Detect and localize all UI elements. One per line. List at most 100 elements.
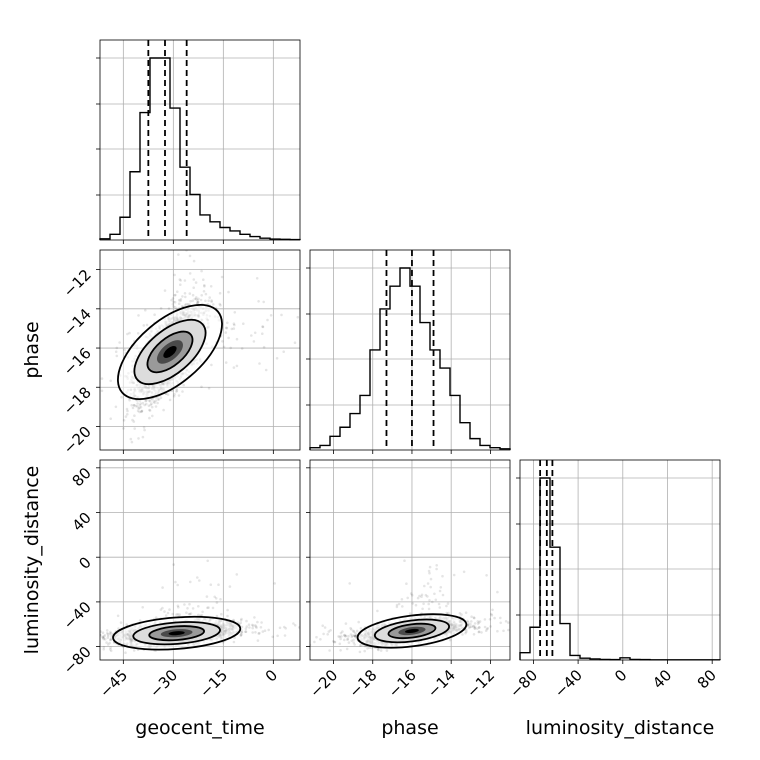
scatter-point — [215, 601, 219, 604]
scatter-point — [129, 437, 133, 441]
scatter-point — [211, 190, 214, 193]
scatter-point — [240, 625, 244, 629]
scatter-point — [84, 635, 87, 638]
scatter-point — [489, 612, 493, 616]
scatter-point — [496, 590, 499, 594]
scatter-point — [187, 243, 190, 246]
scatter-point — [260, 621, 263, 624]
scatter-point — [283, 625, 286, 629]
scatter-point — [207, 134, 210, 137]
scatter-point — [127, 649, 130, 652]
scatter-point — [141, 435, 145, 439]
scatter-point — [240, 347, 244, 350]
scatter-point — [122, 419, 126, 422]
scatter-point — [174, 293, 177, 297]
histogram-phase — [309, 267, 511, 450]
scatter-point — [153, 313, 156, 317]
scatter-point — [151, 398, 154, 401]
scatter-point — [280, 313, 283, 317]
scatter-point — [116, 614, 120, 618]
scatter-point — [93, 625, 96, 628]
scatter-point — [109, 646, 112, 649]
scatter-point — [171, 302, 175, 306]
scatter-point — [485, 627, 489, 631]
scatter-point — [102, 637, 105, 641]
scatter-point — [139, 402, 142, 405]
scatter-point — [48, 631, 51, 634]
scatter-point — [102, 645, 106, 649]
scatter-point — [206, 606, 209, 610]
scatter-point — [232, 618, 235, 622]
scatter-point — [119, 621, 123, 624]
scatter-point — [45, 633, 48, 636]
panel-phase_luminosity_distance-content — [127, 559, 585, 654]
scatter-point — [189, 612, 193, 615]
scatter-point — [183, 603, 186, 606]
scatter-point — [203, 285, 206, 288]
scatter-point — [142, 324, 146, 327]
scatter-point — [148, 416, 151, 420]
scatter-point — [187, 612, 191, 616]
scatter-point — [252, 340, 256, 343]
scatter-point — [106, 643, 110, 646]
scatter-point — [177, 606, 180, 609]
scatter-point — [208, 296, 211, 299]
scatter-point — [240, 633, 243, 637]
scatter-point — [179, 279, 182, 282]
scatter-point — [96, 640, 99, 643]
scatter-point — [233, 311, 237, 314]
scatter-point — [55, 636, 58, 639]
scatter-point — [504, 620, 508, 623]
scatter-point — [239, 619, 243, 622]
scatter-point — [80, 631, 83, 634]
scatter-point — [101, 635, 104, 639]
scatter-point — [227, 336, 230, 340]
scatter-point — [173, 306, 177, 309]
scatter-point — [6, 636, 9, 639]
scatter-point — [318, 339, 321, 342]
scatter-point — [253, 331, 257, 335]
scatter-point — [179, 283, 182, 287]
scatter-point — [173, 393, 176, 396]
scatter-point — [218, 291, 222, 295]
scatter-point — [228, 585, 232, 588]
scatter-point — [73, 635, 76, 638]
scatter-point — [96, 633, 99, 636]
scatter-point — [212, 303, 215, 306]
scatter-point — [202, 278, 205, 282]
scatter-point — [185, 611, 188, 614]
scatter-point — [201, 610, 204, 614]
scatter-point — [220, 612, 223, 616]
scatter-point — [200, 385, 203, 389]
scatter-point — [178, 278, 182, 281]
scatter-point — [319, 633, 322, 636]
scatter-point — [154, 399, 157, 403]
scatter-point — [177, 302, 181, 306]
scatter-point — [222, 345, 226, 349]
panel-geocent_time_phase-content — [67, 134, 321, 444]
scatter-point — [136, 409, 140, 413]
scatter-point — [67, 352, 70, 355]
scatter-point — [86, 629, 89, 632]
scatter-point — [186, 607, 189, 610]
panel-geocent_time_phase-contour-1 — [133, 318, 207, 386]
scatter-point — [240, 631, 243, 634]
scatter-point — [485, 574, 488, 577]
scatter-point — [173, 273, 176, 277]
scatter-point — [255, 277, 259, 280]
scatter-point — [96, 636, 99, 639]
scatter-point — [213, 595, 216, 599]
scatter-point — [188, 292, 192, 295]
scatter-point — [582, 617, 585, 620]
scatter-point — [55, 640, 58, 643]
scatter-point — [230, 190, 233, 193]
scatter-point — [175, 613, 178, 616]
histogram-geocent_time — [99, 57, 301, 241]
scatter-point — [462, 570, 466, 574]
scatter-point — [247, 623, 251, 626]
scatter-point — [159, 396, 163, 400]
scatter-point — [232, 327, 236, 330]
scatter-point — [235, 573, 239, 576]
scatter-point — [1, 627, 4, 630]
scatter-point — [484, 629, 488, 632]
